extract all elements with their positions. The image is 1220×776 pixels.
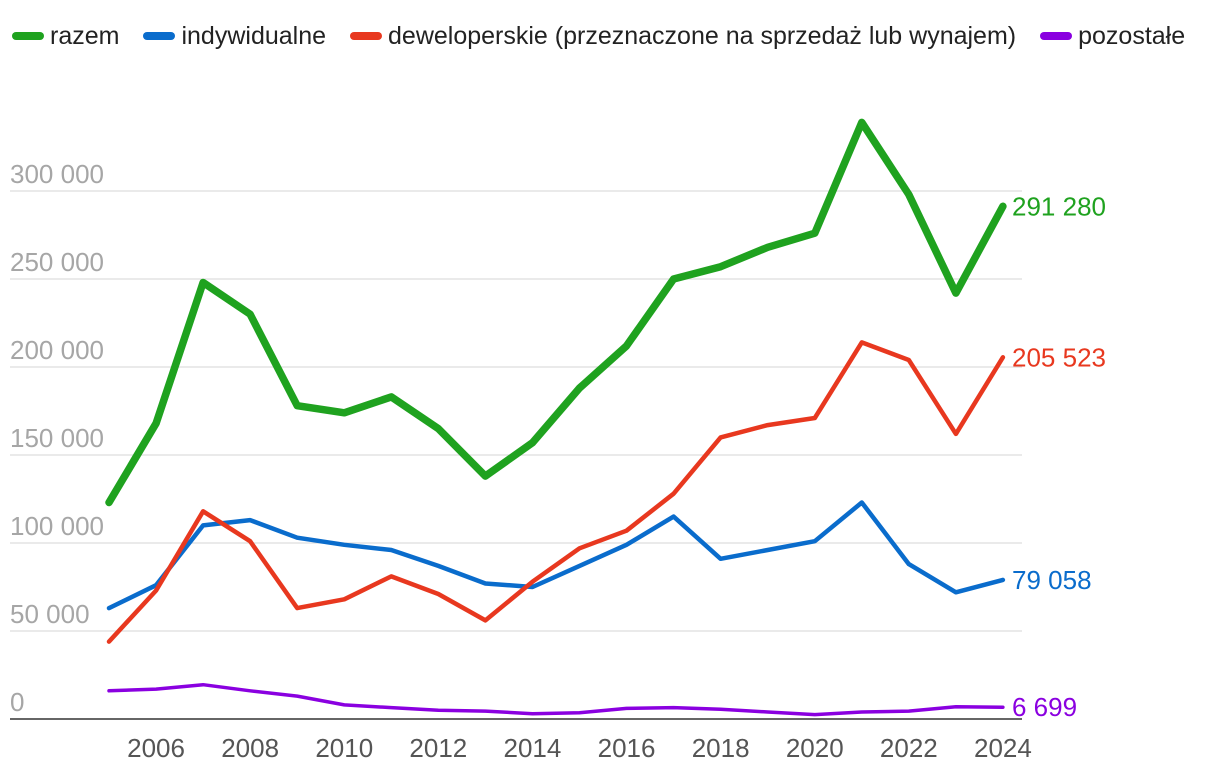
y-tick-label: 200 000 [10, 335, 104, 365]
x-tick-label: 2022 [880, 733, 938, 763]
legend-item-2[interactable]: indywidualne [143, 18, 326, 54]
y-tick-label: 250 000 [10, 247, 104, 277]
y-tick-label: 300 000 [10, 159, 104, 189]
x-tick-label: 2024 [974, 733, 1032, 763]
legend-swatch [12, 32, 44, 40]
legend-label: pozostałe [1078, 21, 1186, 50]
x-tick-label: 2006 [127, 733, 185, 763]
legend-swatch [1040, 32, 1073, 40]
end-value-label: 79 058 [1012, 565, 1092, 595]
legend-swatch [350, 32, 383, 40]
chart-legend: razem indywidualne deweloperskie (przeznac… [12, 18, 1202, 54]
legend-label: razem [50, 21, 120, 50]
series-line-2 [106, 500, 1006, 611]
x-tick-label: 2012 [409, 733, 467, 763]
legend-item-4[interactable]: pozostałe [1040, 18, 1185, 54]
legend-item-3[interactable]: deweloperskie (przeznaczone na sprzedaż … [350, 18, 1016, 54]
x-tick-label: 2020 [786, 733, 844, 763]
x-tick-label: 2008 [221, 733, 279, 763]
x-tick-label: 2018 [692, 733, 750, 763]
end-value-label: 205 523 [1012, 342, 1106, 372]
end-value-label: 6 699 [1012, 692, 1077, 722]
end-value-label: 291 280 [1012, 191, 1106, 221]
y-tick-label: 0 [10, 687, 24, 717]
legend-label: indywidualne [181, 21, 327, 50]
y-tick-label: 150 000 [10, 423, 104, 453]
y-tick-label: 50 000 [10, 599, 90, 629]
legend-item-1[interactable]: razem [12, 18, 119, 54]
series-line-4 [107, 682, 1005, 717]
legend-swatch [143, 32, 176, 40]
series-line-3 [106, 340, 1006, 644]
x-tick-label: 2014 [504, 733, 562, 763]
x-tick-label: 2016 [598, 733, 656, 763]
legend-label: deweloperskie (przeznaczone na sprzedaż … [388, 21, 1017, 50]
x-tick-label: 2010 [315, 733, 373, 763]
y-tick-label: 100 000 [10, 511, 104, 541]
series-line-1 [105, 118, 1007, 507]
